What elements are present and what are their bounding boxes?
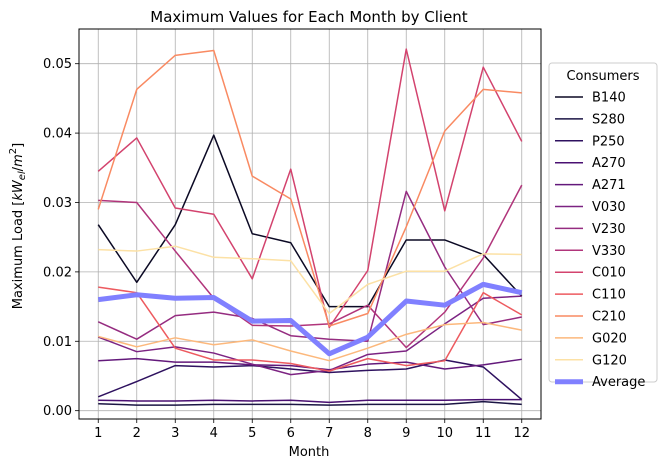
- x-tick-label: 11: [475, 426, 492, 441]
- legend-label-p250: P250: [592, 134, 625, 149]
- axis-ticks: 1 2 3 4 5 6 7 8 9 10 11 120.000.010.020.030.040.05: [43, 57, 530, 441]
- x-tick-label: 8: [364, 426, 372, 441]
- legend-label-g120: G120: [592, 353, 627, 368]
- series-line-g120: [98, 245, 522, 315]
- series-line-c010: [97, 48, 523, 329]
- series-line-a270: [98, 398, 522, 404]
- legend-label-c210: C210: [592, 310, 626, 325]
- x-tick-label: 7: [325, 426, 333, 441]
- legend-label-v230: V230: [592, 222, 626, 237]
- series-line-a271: [98, 357, 522, 371]
- x-tick-label: 12: [513, 426, 530, 441]
- x-tick-label: 4: [210, 426, 218, 441]
- y-label-var: kW: [11, 179, 26, 201]
- y-label-mid: /: [11, 166, 26, 171]
- legend-label-a270: A270: [592, 156, 626, 171]
- series-line-c210: [97, 49, 522, 327]
- legend-box: [548, 62, 658, 383]
- y-label-sup: 2: [8, 148, 19, 154]
- legend: Consumers B140 S280 P250 A270 A271 V030 V230 V3…: [548, 62, 658, 390]
- x-tick-label: 1: [94, 426, 102, 441]
- y-tick-label: 0.03: [43, 196, 72, 211]
- series-line-g020: [98, 321, 522, 362]
- legend-label-g020: G020: [592, 331, 627, 346]
- y-tick-label: 0.04: [43, 127, 72, 142]
- y-axis-label: Maximum Load [kWel/m2]: [8, 143, 28, 309]
- x-tick-label: 6: [287, 426, 295, 441]
- y-label-prefix: Maximum Load [: [11, 201, 26, 310]
- x-tick-label: 2: [133, 426, 141, 441]
- x-axis-label: Month: [289, 445, 330, 460]
- series-line-v030: [97, 295, 522, 376]
- y-tick-label: 0.05: [43, 57, 72, 72]
- x-tick-label: 10: [436, 426, 453, 441]
- y-label-sub: el: [17, 171, 28, 180]
- x-tick-label: 5: [248, 426, 256, 441]
- legend-label-c010: C010: [592, 266, 626, 281]
- legend-label-v030: V030: [592, 200, 626, 215]
- series-lines: [97, 48, 523, 406]
- series-line-p250: [97, 359, 523, 401]
- legend-title: Consumers: [566, 69, 639, 84]
- x-tick-label: 9: [402, 426, 410, 441]
- legend-label-average: Average: [592, 375, 645, 390]
- x-tick-label: 3: [171, 426, 179, 441]
- y-tick-label: 0.00: [43, 404, 72, 419]
- legend-label-a271: A271: [592, 178, 626, 193]
- y-tick-label: 0.01: [43, 335, 72, 350]
- legend-label-v330: V330: [592, 244, 626, 259]
- y-label-suffix: ]: [11, 143, 26, 148]
- chart-title: Maximum Values for Each Month by Client: [150, 8, 468, 26]
- legend-label-c110: C110: [592, 288, 626, 303]
- legend-label-b140: B140: [592, 91, 626, 106]
- series-line-b140: [97, 134, 523, 308]
- series-line-average: [97, 281, 523, 357]
- series-line-v230: [97, 190, 522, 343]
- legend-label-s280: S280: [592, 112, 625, 127]
- plot-frame: [78, 28, 542, 420]
- y-tick-label: 0.02: [43, 265, 72, 280]
- series-line-s280: [98, 400, 522, 406]
- grid: [79, 29, 541, 419]
- y-label-unit: m: [11, 154, 26, 167]
